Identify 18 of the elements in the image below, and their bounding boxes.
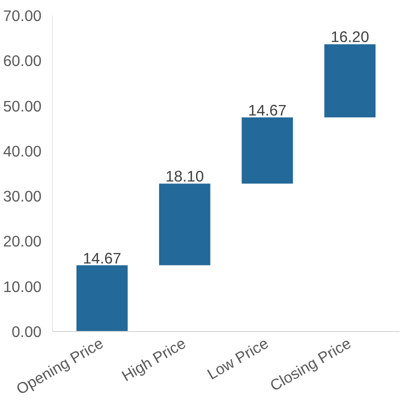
x-tick-label: Low Price bbox=[204, 335, 272, 384]
y-tick-label: 30.00 bbox=[3, 188, 42, 206]
bar bbox=[324, 44, 376, 118]
bar bbox=[76, 265, 128, 332]
y-tick-label: 0.00 bbox=[12, 324, 42, 341]
y-tick-label: 50.00 bbox=[3, 98, 42, 116]
data-label: 14.67 bbox=[248, 102, 286, 120]
y-tick-label: 10.00 bbox=[3, 278, 42, 296]
data-label: 16.20 bbox=[330, 29, 370, 46]
x-tick-label: High Price bbox=[119, 335, 189, 386]
y-tick-label: 70.00 bbox=[3, 8, 42, 25]
data-label: 14.67 bbox=[82, 250, 122, 268]
data-label: 18.10 bbox=[166, 168, 204, 186]
y-tick-label: 20.00 bbox=[3, 234, 42, 251]
y-tick-label: 60.00 bbox=[3, 53, 42, 70]
y-tick-label: 40.00 bbox=[3, 143, 42, 160]
bar bbox=[159, 184, 210, 266]
bar bbox=[242, 117, 293, 184]
